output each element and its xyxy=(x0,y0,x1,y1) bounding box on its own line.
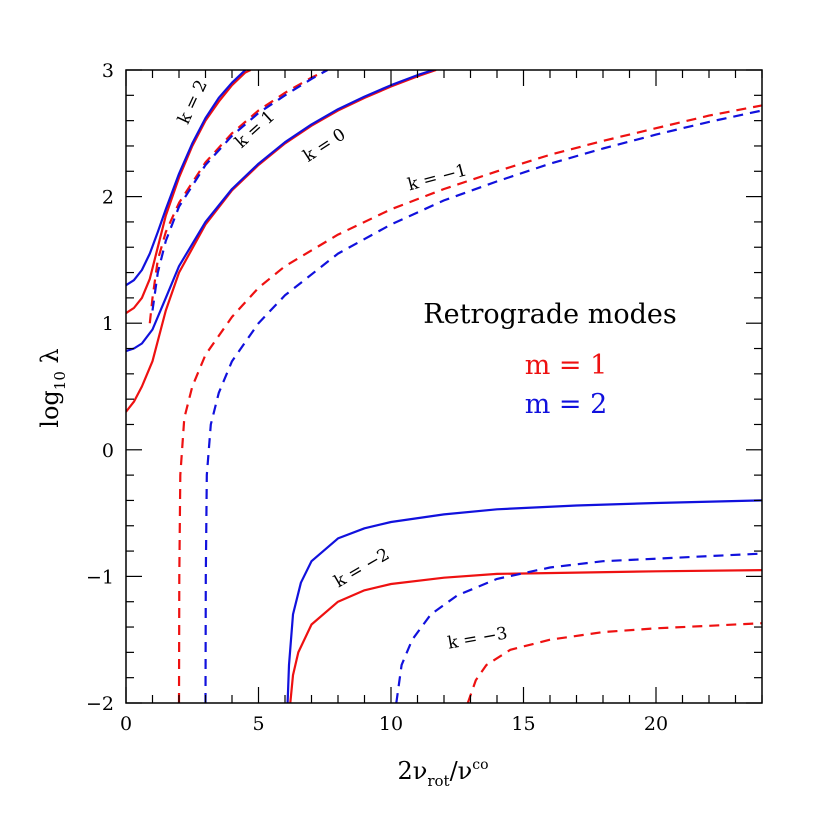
x-tick-label: 15 xyxy=(511,713,535,735)
series-kneg1-m1 xyxy=(177,104,762,703)
legend-title: Retrograde modes xyxy=(423,299,676,330)
y-tick-label: 3 xyxy=(102,60,114,82)
tick-labels: 0 5 10 15 20 −2 −1 0 1 2 3 xyxy=(86,60,668,735)
x-tick-label: 0 xyxy=(120,713,132,735)
series-k2-m2 xyxy=(126,70,247,287)
series-k0-m1 xyxy=(126,70,437,413)
series-k0-m2 xyxy=(126,70,434,353)
curve-label: k = −1 xyxy=(406,160,470,195)
y-tick-label: 1 xyxy=(102,313,114,335)
series-k2-m1 xyxy=(126,70,252,315)
series-k1-m1 xyxy=(148,70,328,324)
curve-label: k = 0 xyxy=(300,125,350,167)
curve-label: k = −3 xyxy=(446,623,509,653)
y-tick-label: −1 xyxy=(86,566,114,588)
x-tick-label: 5 xyxy=(252,713,264,735)
legend-entry-m2: m = 2 xyxy=(525,389,608,420)
y-tick-label: −2 xyxy=(86,693,114,715)
x-tick-label: 20 xyxy=(644,713,668,735)
x-tick-label: 10 xyxy=(379,713,403,735)
legend-entry-m1: m = 1 xyxy=(525,350,608,381)
series-kneg2-m1 xyxy=(289,569,762,703)
series-k1-m2 xyxy=(151,70,328,311)
series-kneg3-m1 xyxy=(466,622,762,703)
series-kneg3-m2 xyxy=(395,552,762,703)
y-axis-title: log10 λ xyxy=(36,348,69,427)
axes-layer xyxy=(125,69,763,704)
x-axis-title: 2νrot/νco xyxy=(397,757,488,790)
series-kneg1-m2 xyxy=(204,109,762,703)
y-tick-label: 0 xyxy=(102,440,114,462)
series-layer xyxy=(126,70,762,703)
y-tick-label: 2 xyxy=(102,187,114,209)
series-kneg2-m2 xyxy=(286,499,762,703)
